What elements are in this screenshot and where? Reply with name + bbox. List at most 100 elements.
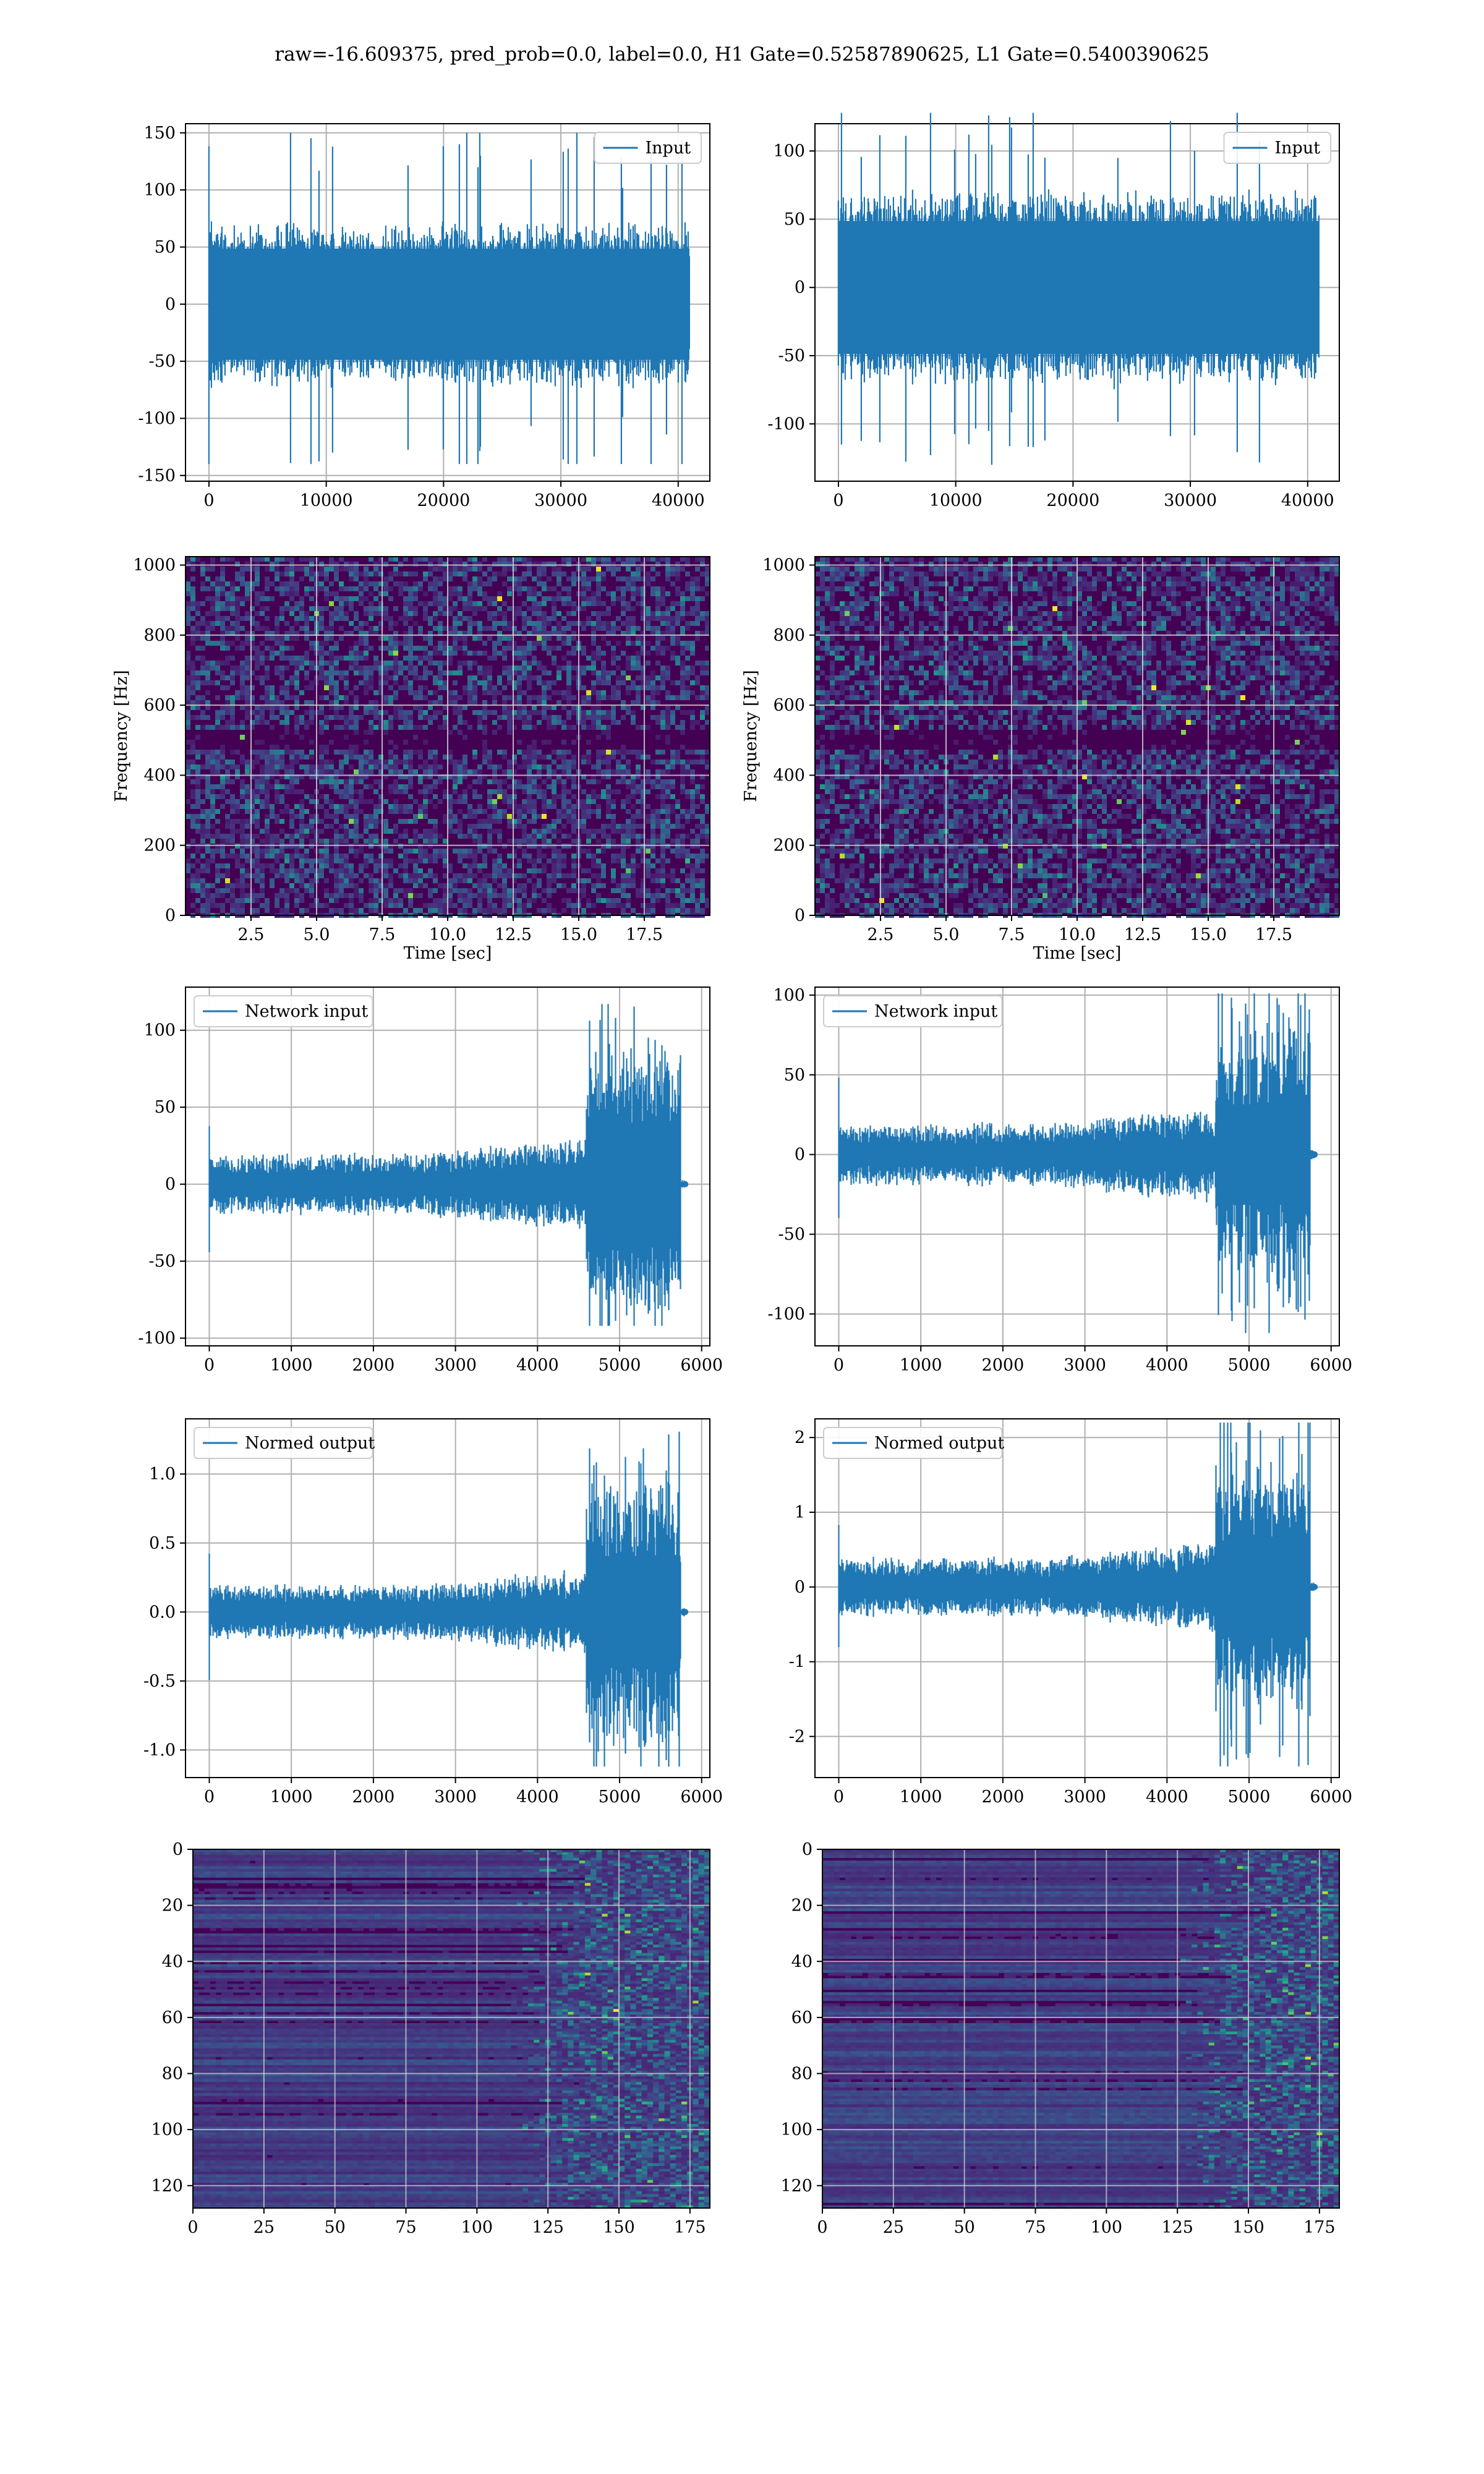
heatmap-cell xyxy=(631,571,636,576)
heatmap-cell xyxy=(423,695,428,700)
heatmap-cell xyxy=(472,814,477,819)
heatmap-cell xyxy=(566,809,571,814)
heatmap-cell xyxy=(675,621,680,626)
heatmap-cell xyxy=(626,616,631,621)
heatmap-cell xyxy=(284,720,289,725)
heatmap-cell xyxy=(190,596,195,601)
heatmap-cell xyxy=(339,626,344,631)
heatmap-cell xyxy=(596,873,601,878)
heatmap-cell xyxy=(319,656,324,661)
heatmap-cell xyxy=(369,764,373,769)
heatmap-cell xyxy=(349,849,354,854)
heatmap-cell xyxy=(324,814,329,819)
heatmap-cell xyxy=(195,700,200,705)
heatmap-cell xyxy=(205,680,210,685)
heatmap-cell xyxy=(453,814,458,819)
heatmap-cell xyxy=(334,893,339,898)
heatmap-cell xyxy=(329,621,334,626)
heatmap-cell xyxy=(586,666,591,670)
heatmap-cell xyxy=(581,700,586,705)
heatmap-cell xyxy=(561,760,566,764)
heatmap-cell xyxy=(388,646,393,651)
heatmap-cell xyxy=(502,883,507,888)
heatmap-cell xyxy=(522,720,527,725)
heatmap-cell xyxy=(517,685,522,690)
heatmap-cell xyxy=(433,675,438,680)
heatmap-cell xyxy=(586,814,591,819)
heatmap-cell xyxy=(418,868,423,873)
heatmap-cell xyxy=(571,725,576,730)
heatmap-cell xyxy=(596,829,601,834)
heatmap-cell xyxy=(364,586,369,591)
heatmap-cell xyxy=(700,715,705,720)
heatmap-cell xyxy=(240,735,245,740)
heatmap-cell xyxy=(458,769,463,774)
heatmap-cell xyxy=(532,789,537,794)
heatmap-cell xyxy=(685,769,690,774)
heatmap-cell xyxy=(655,562,660,567)
heatmap-cell xyxy=(448,651,453,656)
heatmap-cell xyxy=(601,651,606,656)
heatmap-cell xyxy=(403,581,408,586)
heatmap-cell xyxy=(621,680,626,685)
heatmap-cell xyxy=(675,888,680,893)
heatmap-cell xyxy=(532,750,537,755)
heatmap-cell xyxy=(448,819,453,824)
heatmap-cell xyxy=(186,656,190,661)
x-tick-label: 40000 xyxy=(652,491,705,510)
heatmap-cell xyxy=(621,745,626,750)
heatmap-cell xyxy=(596,596,601,601)
heatmap-cell xyxy=(660,685,665,690)
heatmap-cell xyxy=(275,873,279,878)
heatmap-cell xyxy=(680,854,685,858)
heatmap-cell xyxy=(556,626,561,631)
heatmap-cell xyxy=(660,670,665,675)
heatmap-cell xyxy=(393,769,398,774)
heatmap-cell xyxy=(240,695,245,700)
heatmap-cell xyxy=(448,755,453,760)
heatmap-cell xyxy=(700,849,705,854)
heatmap-cell xyxy=(270,715,275,720)
heatmap-cell xyxy=(403,878,408,883)
heatmap-cell xyxy=(606,715,611,720)
heatmap-cell xyxy=(190,888,195,893)
heatmap-cell xyxy=(552,626,556,631)
heatmap-cell xyxy=(339,675,344,680)
heatmap-cell xyxy=(265,903,270,908)
heatmap-cell xyxy=(616,690,621,695)
heatmap-cell xyxy=(354,562,359,567)
heatmap-cell xyxy=(403,854,408,858)
heatmap-cell xyxy=(655,646,660,651)
heatmap-cell xyxy=(487,764,492,769)
heatmap-cell xyxy=(403,868,408,873)
heatmap-cell xyxy=(344,670,349,675)
heatmap-cell xyxy=(670,581,675,586)
heatmap-cell xyxy=(463,705,467,710)
heatmap-cell xyxy=(542,646,547,651)
heatmap-cell xyxy=(636,755,641,760)
heatmap-cell xyxy=(334,576,339,581)
heatmap-cell xyxy=(309,824,314,829)
heatmap-cell xyxy=(428,562,433,567)
heatmap-cell xyxy=(354,819,359,824)
heatmap-cell xyxy=(418,858,423,863)
heatmap-cell xyxy=(591,670,596,675)
heatmap-cell xyxy=(665,557,670,562)
heatmap-cell xyxy=(448,760,453,764)
heatmap-cell xyxy=(443,839,448,844)
heatmap-cell xyxy=(319,760,324,764)
heatmap-cell xyxy=(695,868,700,873)
heatmap-cell xyxy=(631,591,636,596)
heatmap-cell xyxy=(186,675,190,680)
heatmap-cell xyxy=(497,789,502,794)
heatmap-cell xyxy=(680,646,685,651)
heatmap-cell xyxy=(542,685,547,690)
heatmap-cell xyxy=(646,844,650,849)
heatmap-cell xyxy=(275,794,279,799)
heatmap-cell xyxy=(472,606,477,611)
heatmap-cell xyxy=(542,844,547,849)
heatmap-cell xyxy=(517,898,522,903)
heatmap-cell xyxy=(438,581,443,586)
heatmap-cell xyxy=(646,873,650,878)
heatmap-cell xyxy=(522,576,527,581)
